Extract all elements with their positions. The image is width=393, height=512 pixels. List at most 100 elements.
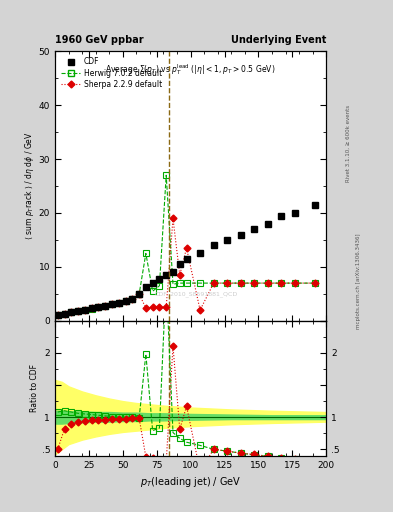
Line: Herwig 7.0.2 default: Herwig 7.0.2 default bbox=[55, 173, 318, 318]
Herwig 7.0.2 default bbox=[137, 291, 141, 297]
Herwig 7.0.2 default bbox=[252, 280, 257, 286]
CDF bbox=[103, 303, 108, 309]
Sherpa 2.2.9 default bbox=[76, 308, 81, 314]
CDF bbox=[177, 261, 182, 267]
Herwig 7.0.2 default bbox=[211, 280, 216, 286]
Sherpa 2.2.9 default bbox=[313, 280, 318, 286]
CDF bbox=[157, 276, 162, 282]
Sherpa 2.2.9 default bbox=[184, 245, 189, 251]
CDF bbox=[150, 280, 155, 286]
Herwig 7.0.2 default bbox=[150, 288, 155, 294]
Herwig 7.0.2 default bbox=[96, 304, 101, 310]
Herwig 7.0.2 default bbox=[157, 283, 162, 289]
CDF bbox=[164, 272, 169, 278]
CDF bbox=[279, 212, 284, 219]
Text: Underlying Event: Underlying Event bbox=[231, 35, 326, 45]
Herwig 7.0.2 default bbox=[293, 280, 298, 286]
CDF bbox=[293, 210, 298, 216]
Herwig 7.0.2 default bbox=[225, 280, 230, 286]
CDF bbox=[55, 312, 60, 318]
Herwig 7.0.2 default bbox=[62, 311, 67, 317]
CDF bbox=[252, 226, 257, 232]
Herwig 7.0.2 default bbox=[130, 296, 135, 303]
CDF bbox=[225, 237, 230, 243]
Sherpa 2.2.9 default bbox=[143, 305, 148, 311]
CDF bbox=[313, 202, 318, 208]
Y-axis label: $\langle$ sum $p_T$rack $\rangle$ / d$\eta$ d$\phi$ / GeV: $\langle$ sum $p_T$rack $\rangle$ / d$\e… bbox=[23, 132, 36, 241]
Sherpa 2.2.9 default bbox=[164, 304, 169, 310]
Herwig 7.0.2 default bbox=[69, 309, 73, 315]
Y-axis label: Ratio to CDF: Ratio to CDF bbox=[30, 364, 39, 412]
CDF bbox=[116, 300, 121, 306]
CDF bbox=[62, 310, 67, 316]
Sherpa 2.2.9 default bbox=[157, 304, 162, 310]
Herwig 7.0.2 default bbox=[103, 303, 108, 309]
Sherpa 2.2.9 default bbox=[211, 280, 216, 286]
Sherpa 2.2.9 default bbox=[150, 304, 155, 310]
Sherpa 2.2.9 default bbox=[239, 280, 243, 286]
Herwig 7.0.2 default bbox=[116, 300, 121, 306]
Sherpa 2.2.9 default bbox=[171, 216, 175, 222]
Sherpa 2.2.9 default bbox=[293, 280, 298, 286]
CDF bbox=[89, 305, 94, 311]
CDF bbox=[171, 269, 175, 275]
CDF bbox=[211, 242, 216, 248]
Sherpa 2.2.9 default bbox=[123, 298, 128, 304]
Line: CDF: CDF bbox=[55, 202, 318, 318]
Text: 1960 GeV ppbar: 1960 GeV ppbar bbox=[55, 35, 144, 45]
Herwig 7.0.2 default bbox=[123, 298, 128, 304]
Sherpa 2.2.9 default bbox=[279, 280, 284, 286]
Herwig 7.0.2 default bbox=[184, 280, 189, 286]
Sherpa 2.2.9 default bbox=[69, 309, 73, 315]
Sherpa 2.2.9 default bbox=[116, 300, 121, 306]
CDF bbox=[76, 308, 81, 314]
Herwig 7.0.2 default bbox=[279, 280, 284, 286]
Sherpa 2.2.9 default bbox=[110, 301, 114, 307]
CDF bbox=[143, 284, 148, 290]
CDF bbox=[184, 256, 189, 262]
Herwig 7.0.2 default bbox=[143, 250, 148, 257]
Sherpa 2.2.9 default bbox=[130, 296, 135, 302]
Herwig 7.0.2 default bbox=[89, 306, 94, 312]
Herwig 7.0.2 default bbox=[83, 307, 87, 313]
Sherpa 2.2.9 default bbox=[55, 312, 60, 318]
X-axis label: $p_T$(leading jet) / GeV: $p_T$(leading jet) / GeV bbox=[140, 475, 241, 489]
Sherpa 2.2.9 default bbox=[62, 311, 67, 317]
Legend: CDF, Herwig 7.0.2 default, Sherpa 2.2.9 default: CDF, Herwig 7.0.2 default, Sherpa 2.2.9 … bbox=[59, 55, 165, 91]
CDF bbox=[198, 250, 202, 257]
Sherpa 2.2.9 default bbox=[252, 280, 257, 286]
CDF bbox=[110, 301, 114, 307]
Text: CDF_2010_S8591881_QCD: CDF_2010_S8591881_QCD bbox=[154, 291, 238, 296]
Sherpa 2.2.9 default bbox=[225, 280, 230, 286]
Herwig 7.0.2 default bbox=[76, 308, 81, 314]
Sherpa 2.2.9 default bbox=[137, 291, 141, 297]
CDF bbox=[130, 296, 135, 303]
Sherpa 2.2.9 default bbox=[96, 304, 101, 310]
CDF bbox=[83, 307, 87, 313]
CDF bbox=[123, 298, 128, 304]
CDF bbox=[96, 304, 101, 310]
Herwig 7.0.2 default bbox=[55, 312, 60, 318]
CDF bbox=[266, 221, 270, 227]
Herwig 7.0.2 default bbox=[110, 302, 114, 308]
Text: mcplots.cern.ch [arXiv:1306.3436]: mcplots.cern.ch [arXiv:1306.3436] bbox=[356, 234, 361, 329]
CDF bbox=[137, 291, 141, 297]
Sherpa 2.2.9 default bbox=[89, 305, 94, 311]
CDF bbox=[239, 231, 243, 238]
Sherpa 2.2.9 default bbox=[198, 307, 202, 313]
Herwig 7.0.2 default bbox=[171, 281, 175, 287]
Sherpa 2.2.9 default bbox=[266, 280, 270, 286]
Text: Average $\Sigma(p_T)$ vs $p_T^{\rm lead}$ ($|\eta| < 1$, $p_T > 0.5$ GeV): Average $\Sigma(p_T)$ vs $p_T^{\rm lead}… bbox=[105, 62, 276, 77]
Herwig 7.0.2 default bbox=[266, 280, 270, 286]
Sherpa 2.2.9 default bbox=[177, 272, 182, 278]
Herwig 7.0.2 default bbox=[177, 280, 182, 286]
Herwig 7.0.2 default bbox=[239, 280, 243, 286]
Herwig 7.0.2 default bbox=[164, 172, 169, 178]
Sherpa 2.2.9 default bbox=[83, 307, 87, 313]
Text: Rivet 3.1.10, ≥ 600k events: Rivet 3.1.10, ≥ 600k events bbox=[345, 105, 350, 182]
CDF bbox=[69, 309, 73, 315]
Herwig 7.0.2 default bbox=[313, 280, 318, 286]
Line: Sherpa 2.2.9 default: Sherpa 2.2.9 default bbox=[55, 216, 318, 317]
Sherpa 2.2.9 default bbox=[103, 303, 108, 309]
Herwig 7.0.2 default bbox=[198, 280, 202, 286]
